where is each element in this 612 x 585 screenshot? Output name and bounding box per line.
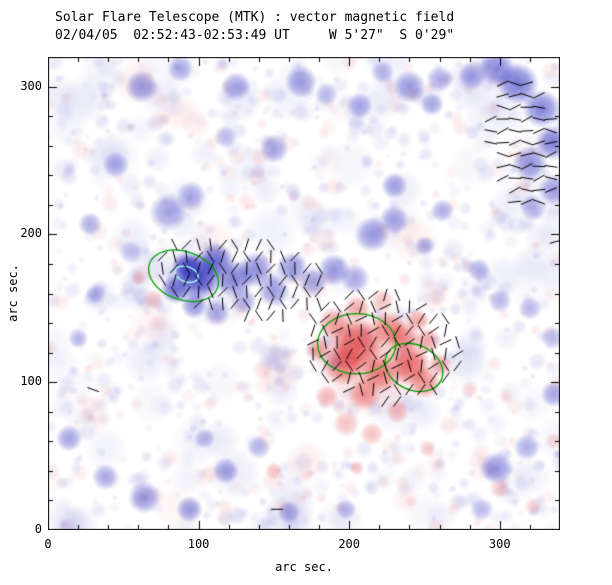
x-axis-label: arc sec. xyxy=(275,560,333,574)
y-tick-label: 200 xyxy=(20,226,42,241)
y-axis-label: arc sec. xyxy=(6,264,20,322)
y-tick-label: 300 xyxy=(20,78,42,93)
y-tick-label: 100 xyxy=(20,374,42,389)
chart-subtitle: 02/04/05 02:52:43-02:53:49 UT W 5'27" S … xyxy=(55,28,455,43)
x-tick-label: 200 xyxy=(338,537,361,551)
magnetogram-canvas xyxy=(48,57,560,530)
x-tick-label: 0 xyxy=(44,537,52,551)
x-tick-label: 100 xyxy=(187,537,210,551)
chart-title: Solar Flare Telescope (MTK) : vector mag… xyxy=(55,10,455,25)
x-tick-label: 300 xyxy=(488,537,511,551)
y-tick-label: 0 xyxy=(34,522,42,536)
